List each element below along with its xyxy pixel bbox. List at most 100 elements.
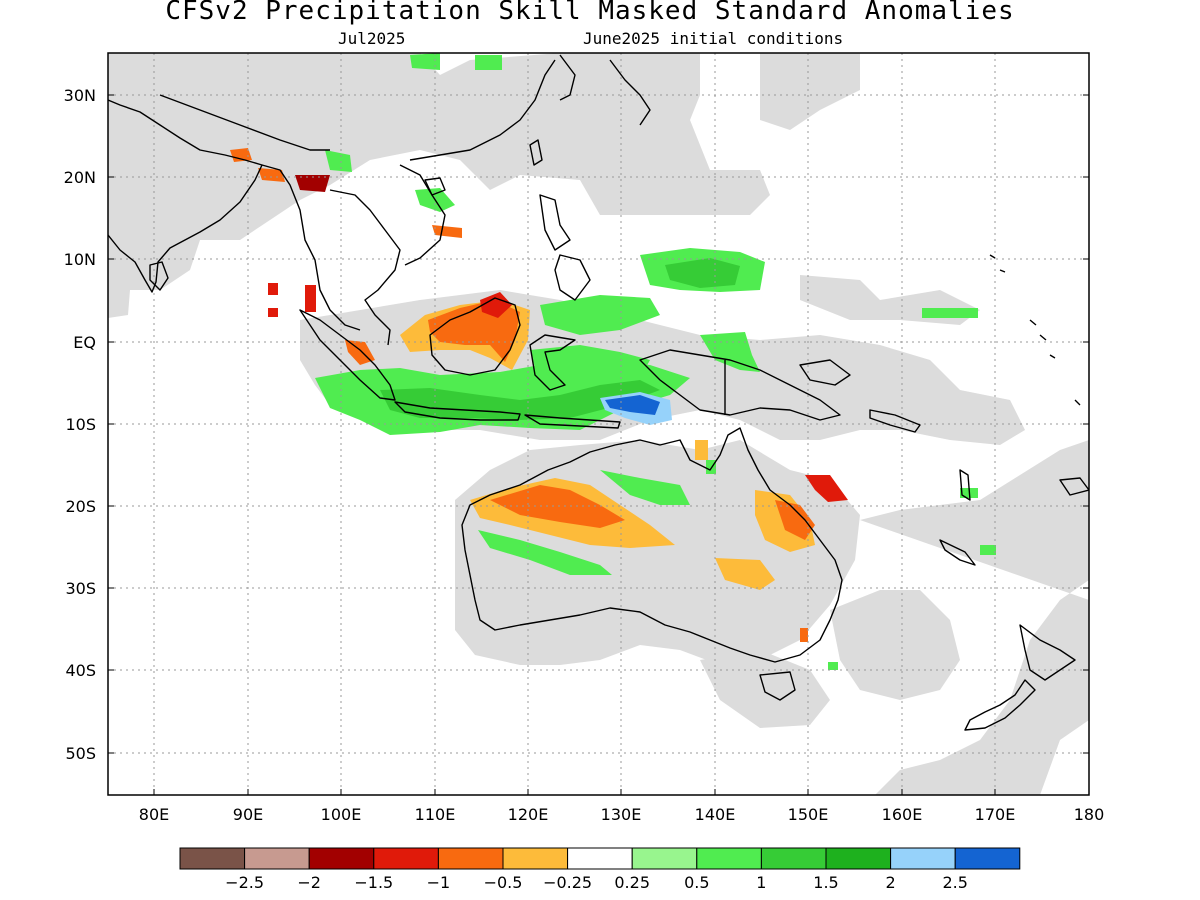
- colorbar-label: 1.5: [813, 873, 838, 892]
- colorbar-label: 0.25: [614, 873, 650, 892]
- gridlines: [108, 53, 1089, 795]
- lat-label: 20S: [65, 497, 96, 516]
- lon-label: 170E: [975, 805, 1016, 824]
- coast-philippines-south: [554, 254, 591, 301]
- coast-pacific-islets: [989, 254, 1081, 406]
- coast-philippines-luzon: [539, 194, 571, 251]
- lon-label: 150E: [788, 805, 829, 824]
- colorbar-label: 2: [886, 873, 896, 892]
- colorbar-label: −2.5: [225, 873, 264, 892]
- colorbar-label: −2: [297, 873, 321, 892]
- coast-australia: [461, 427, 843, 663]
- colorbar-swatch: [502, 847, 569, 870]
- coast-bay-of-bengal-east: [261, 164, 361, 331]
- anomaly-red-borneo: [480, 292, 512, 318]
- mask-region-north-pacific: [760, 53, 860, 130]
- colorbar-label: −1.5: [354, 873, 393, 892]
- coast-new-caledonia: [939, 539, 976, 566]
- lon-label: 100E: [321, 805, 362, 824]
- coastlines: [108, 54, 1089, 731]
- colorbar-swatch: [954, 847, 1021, 870]
- mask-region-tasman: [830, 590, 960, 700]
- anomaly-green-central-australia: [478, 530, 612, 575]
- mask-region-southwest-pacific: [860, 440, 1089, 795]
- lat-label: 20N: [64, 168, 96, 187]
- colorbar-swatch: [244, 847, 310, 870]
- coast-bismarck: [799, 359, 851, 386]
- anomaly-red-andaman-3: [305, 285, 316, 312]
- coast-nz-south: [964, 679, 1036, 731]
- anomaly-green-celebes: [540, 295, 660, 335]
- anomaly-green-new-caledonia: [980, 545, 996, 555]
- lat-label: 10N: [64, 250, 96, 269]
- anomaly-orange-himalaya: [230, 148, 252, 162]
- coast-solomon: [869, 409, 921, 433]
- colorbar-swatch: [696, 847, 762, 870]
- anomaly-green-nw-australia: [600, 470, 690, 505]
- anomaly-green-yunnan: [325, 150, 352, 172]
- lat-label: 40S: [65, 661, 96, 680]
- colorbar: [179, 847, 1021, 870]
- colorbar-swatch: [179, 847, 246, 870]
- anomaly-green-sulawesi: [530, 345, 650, 382]
- lat-label: EQ: [73, 333, 96, 352]
- anomaly-red-andaman-2: [268, 308, 278, 317]
- anomaly-red-andaman-1: [268, 283, 278, 295]
- mask-region-asia: [108, 53, 770, 318]
- coast-himalaya-border: [159, 94, 330, 151]
- lat-label: 50S: [65, 744, 96, 763]
- longitude-labels: 80E 90E 100E 110E 120E 130E 140E 150E 16…: [139, 805, 1105, 824]
- coast-lesser-sunda: [524, 414, 621, 429]
- colorbar-swatch: [760, 847, 827, 870]
- anomaly-darkgreen-java-sea: [380, 380, 660, 420]
- lat-label: 30N: [64, 86, 96, 105]
- colorbar-swatch: [631, 847, 698, 870]
- anomaly-green-china-north-1: [410, 53, 440, 70]
- lon-label: 120E: [508, 805, 549, 824]
- lat-label: 30S: [65, 579, 96, 598]
- anomaly-orange-sumatra: [345, 340, 375, 365]
- colorbar-label: 2.5: [942, 873, 967, 892]
- lon-label: 160E: [882, 805, 923, 824]
- coast-fiji: [1059, 477, 1089, 496]
- coast-india: [108, 99, 263, 293]
- anomaly-orange-vietnam: [432, 225, 462, 238]
- coast-tasmania: [759, 671, 796, 701]
- lon-label: 90E: [233, 805, 263, 824]
- colorbar-label: −0.25: [543, 873, 592, 892]
- lon-label: 140E: [695, 805, 736, 824]
- colorbar-label: −0.5: [484, 873, 523, 892]
- tick-marks: [108, 94, 1089, 795]
- lon-label: 130E: [601, 805, 642, 824]
- mask-region-bass-strait: [700, 650, 830, 728]
- coast-korea: [559, 54, 576, 101]
- lat-label: 10S: [65, 415, 96, 434]
- coast-java: [394, 401, 521, 421]
- colorbar-swatch: [308, 847, 375, 870]
- colorbar-swatch: [437, 847, 504, 870]
- map-title: CFSv2 Precipitation Skill Masked Standar…: [165, 0, 1015, 26]
- anomaly-orange-south-australia: [715, 558, 775, 590]
- coast-sumatra: [299, 309, 396, 401]
- anomaly-shading-layer: [230, 53, 996, 670]
- coast-japan: [609, 59, 651, 126]
- anomaly-orange-bangladesh: [258, 168, 285, 182]
- anomaly-darkgreen-philippine-sea: [665, 258, 740, 288]
- coast-nz-north: [1019, 624, 1076, 681]
- latitude-labels: 30N 20N 10N EQ 10S 20S 30S 40S 50S: [64, 86, 96, 763]
- coast-taiwan: [529, 139, 543, 166]
- valid-month: Jul2025: [338, 29, 406, 48]
- coast-vanuatu: [959, 469, 971, 501]
- colorbar-label: 0.5: [684, 873, 709, 892]
- anomaly-green-east-pacific: [922, 308, 978, 318]
- colorbar-label: 1: [756, 873, 766, 892]
- skill-mask-layer: [108, 53, 1089, 795]
- colorbar-swatch: [373, 847, 439, 870]
- coast-hainan: [424, 177, 446, 196]
- anomaly-orange-tasmania: [800, 628, 808, 642]
- coast-sri-lanka: [149, 261, 169, 291]
- coast-borneo: [429, 297, 521, 376]
- lon-label: 110E: [415, 805, 456, 824]
- anomaly-blue-arafura: [605, 395, 660, 415]
